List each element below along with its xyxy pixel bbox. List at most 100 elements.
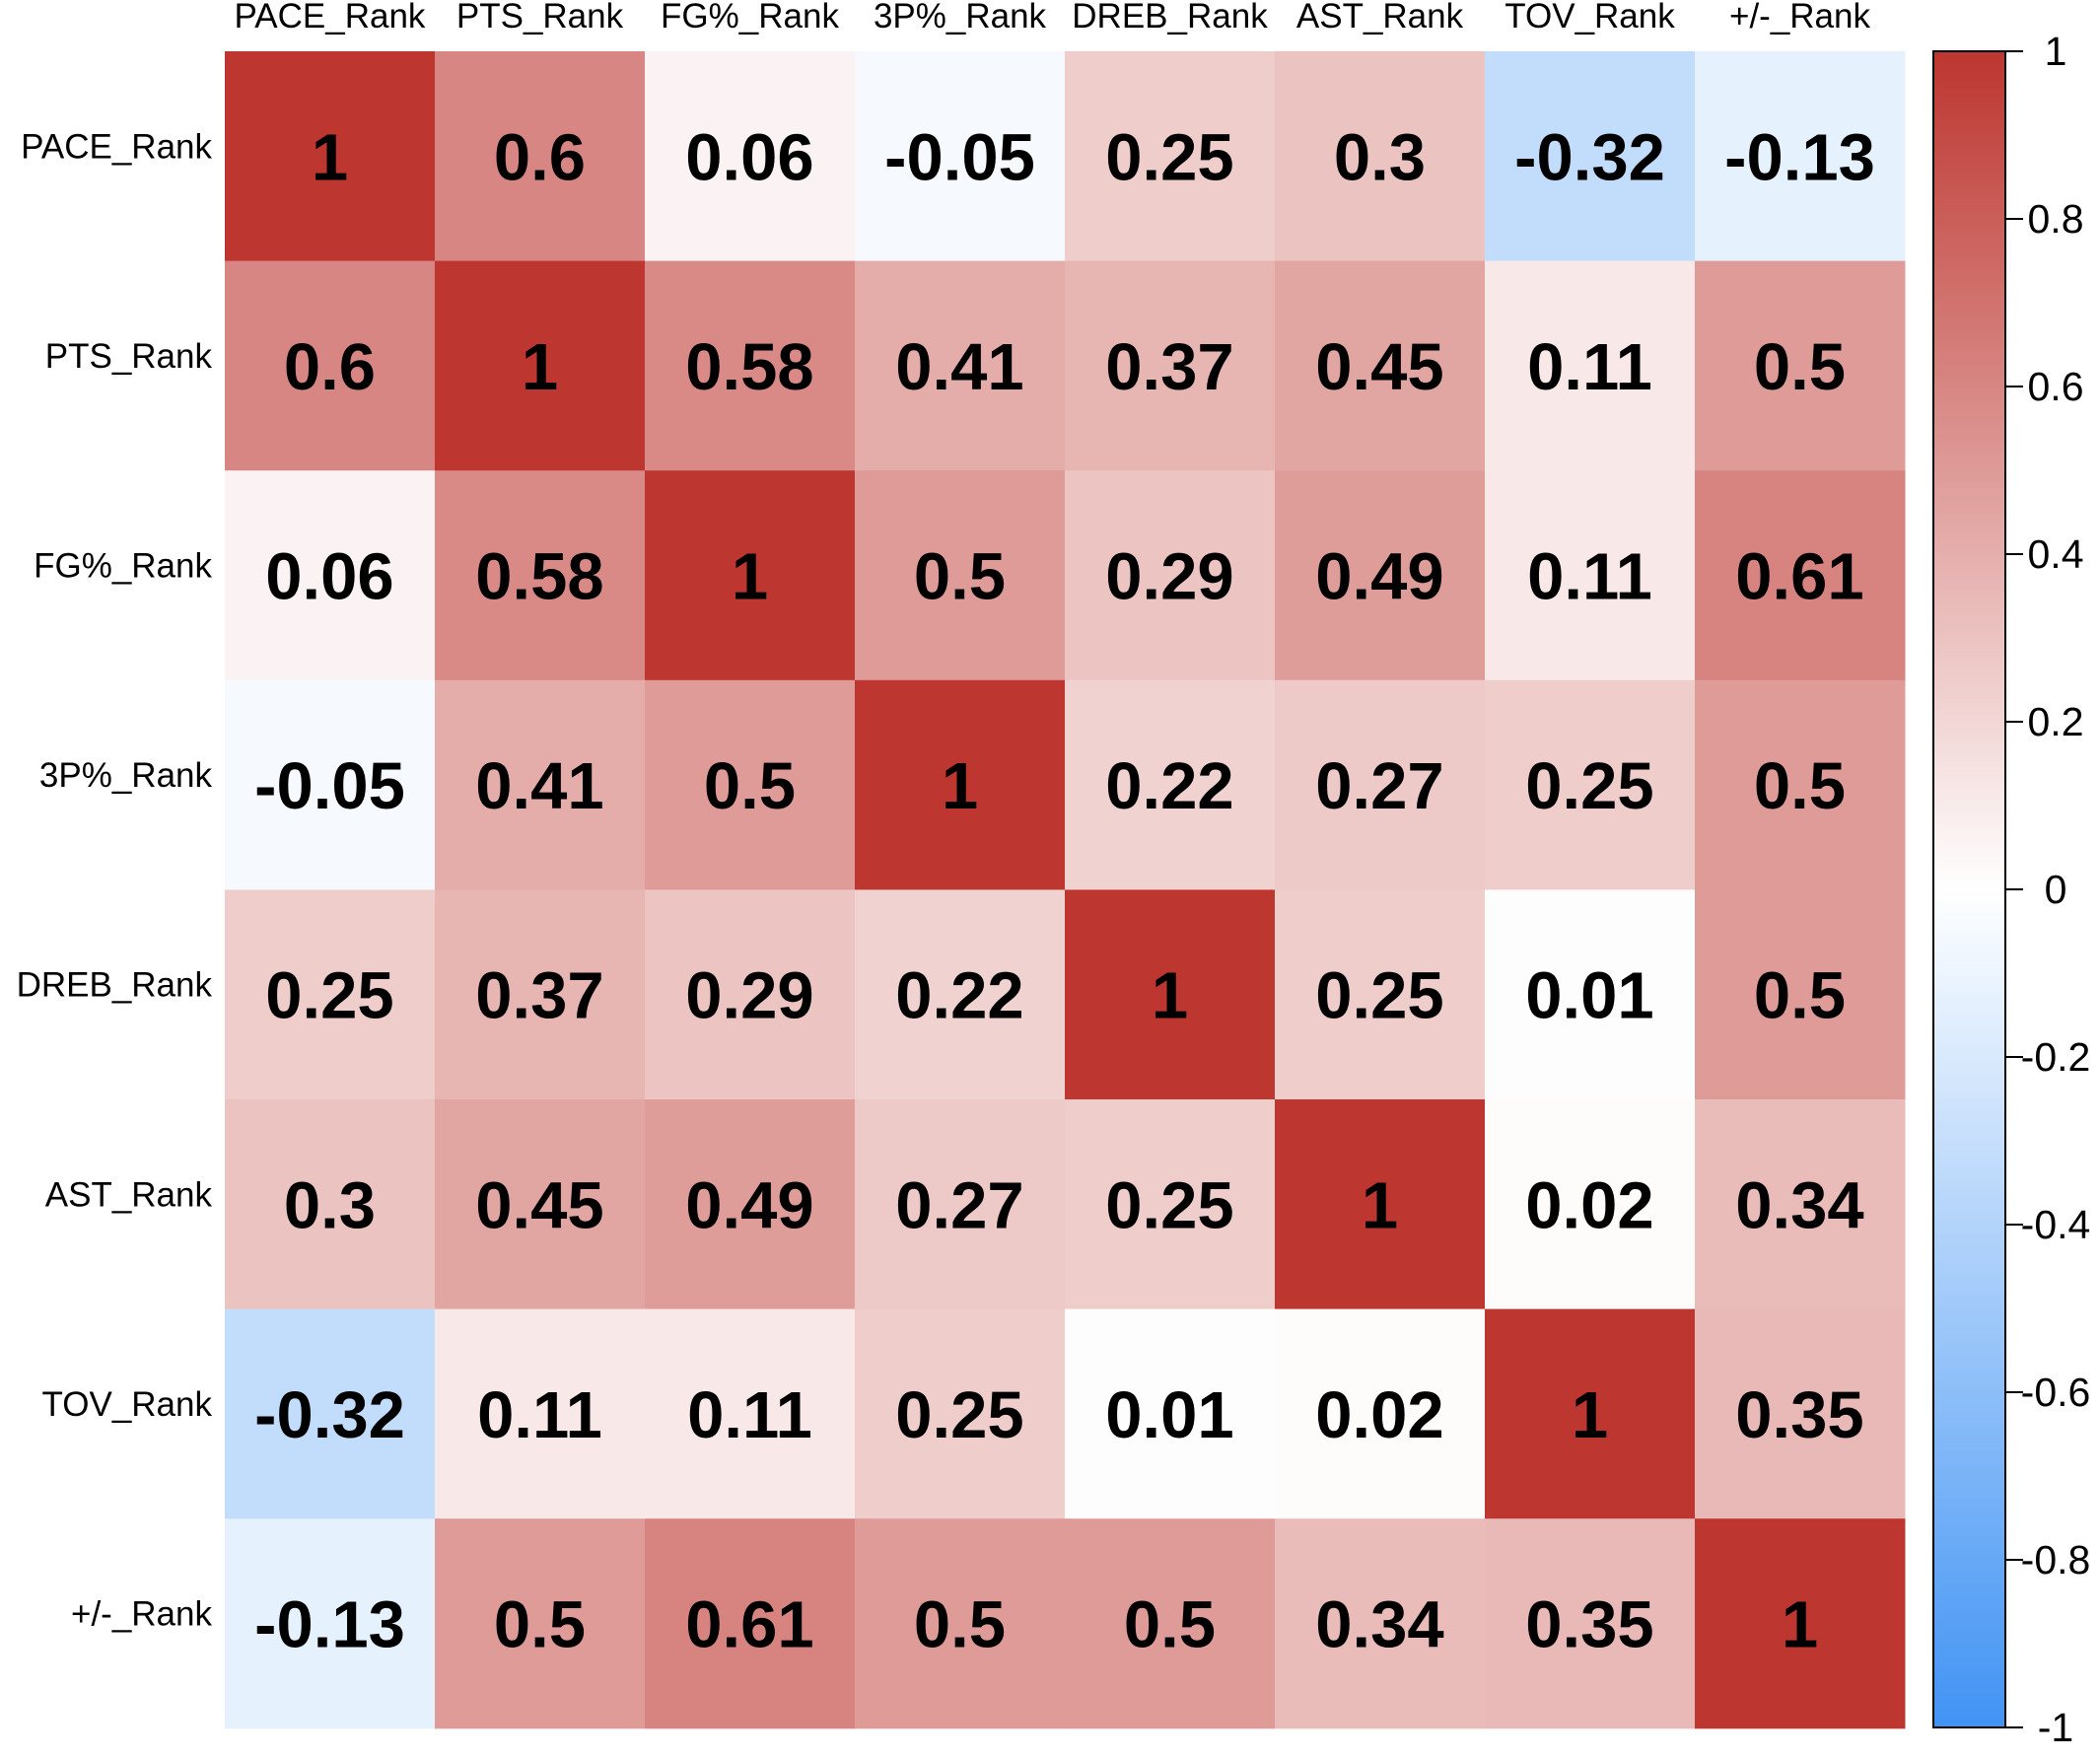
heatmap-cell	[1065, 889, 1276, 1100]
column-labels: PACE_Rank PTS_Rank FG%_Rank 3P%_Rank DREB_Ra…	[235, 0, 1871, 35]
row-labels: PACE_Rank PTS_Rank FG%_Rank 3P%_Rank DREB_Ra…	[17, 127, 213, 1633]
row-label: AST_Rank	[45, 1175, 213, 1214]
heatmap-cell	[645, 470, 856, 681]
cell-value-label: 0.58	[685, 330, 813, 404]
cell-value-label: 0.45	[475, 1168, 603, 1242]
cell-value-label: 0.5	[494, 1588, 586, 1662]
cell-value-label: 0.49	[685, 1168, 813, 1242]
colorbar-ticks: 1 0.8 0.6 0.4 0.2 0 -0.2 -0.4 -0.6 -0.8 -1	[2005, 29, 2090, 1750]
heatmap-cell	[1275, 51, 1486, 262]
row-label: +/-_Rank	[71, 1595, 212, 1634]
colorbar-tick-label: -0.8	[2021, 1537, 2091, 1583]
heatmap-cell	[1695, 470, 1906, 681]
heatmap-cell	[1485, 470, 1696, 681]
heatmap-cell	[855, 51, 1066, 262]
column-label: DREB_Rank	[1072, 0, 1268, 35]
heatmap-cell	[1065, 260, 1276, 471]
row-label: TOV_Rank	[42, 1385, 213, 1424]
heatmap-cell	[855, 1099, 1066, 1310]
colorbar-tick-label: -0.2	[2021, 1034, 2091, 1080]
cell-value-label: 1	[312, 120, 348, 194]
cell-value-label: 0.11	[477, 1378, 602, 1452]
heatmap-cell	[855, 1308, 1066, 1519]
heatmap-cell	[855, 470, 1066, 681]
heatmap-cell	[435, 1518, 646, 1729]
column-label: TOV_Rank	[1505, 0, 1675, 35]
heatmap-cell	[855, 260, 1066, 471]
heatmap-cell	[1485, 1308, 1696, 1519]
cell-value-label: 0.3	[1334, 120, 1426, 194]
cell-value-label: 1	[1572, 1378, 1608, 1452]
colorbar-tick-label: 0	[2045, 867, 2067, 912]
cell-value-label: 0.06	[265, 540, 393, 614]
cell-value-label: 0.35	[1525, 1588, 1653, 1662]
colorbar-tick-label: -0.4	[2021, 1202, 2091, 1247]
cell-value-label: 0.25	[895, 1378, 1023, 1452]
cell-value-label: 1	[1362, 1168, 1398, 1242]
cell-value-label: 1	[732, 540, 768, 614]
heatmap-cell-labels: 1 0.6 0.06 -0.05 0.25 0.3 -0.32 -0.130.6 1 0.58 0.…	[254, 120, 1875, 1661]
cell-value-label: -0.32	[254, 1378, 405, 1452]
cell-value-label: 0.22	[895, 959, 1023, 1033]
heatmap-cell	[855, 1518, 1066, 1729]
heatmap-cell	[1065, 1308, 1276, 1519]
cell-value-label: 0.34	[1735, 1168, 1863, 1242]
heatmap-cell	[1275, 470, 1486, 681]
colorbar: 1 0.8 0.6 0.4 0.2 0 -0.2 -0.4 -0.6 -0.8 -1	[1932, 29, 2090, 1750]
heatmap-cell	[225, 51, 436, 262]
cell-value-label: 0.41	[475, 749, 603, 823]
column-label: FG%_Rank	[661, 0, 839, 35]
heatmap-cell	[645, 1308, 856, 1519]
heatmap-cell	[1275, 1518, 1486, 1729]
heatmap-cell	[1485, 1099, 1696, 1310]
heatmap-cells	[225, 51, 1906, 1729]
heatmap-cell	[1695, 679, 1906, 890]
colorbar-tick-label: 0.2	[2028, 699, 2084, 744]
colorbar-tick-label: 0.8	[2028, 196, 2084, 242]
heatmap-cell	[645, 260, 856, 471]
heatmap-cell	[1695, 260, 1906, 471]
cell-value-label: 0.25	[1315, 959, 1443, 1033]
column-label: +/-_Rank	[1729, 0, 1870, 35]
heatmap-cell	[1065, 679, 1276, 890]
heatmap-cell	[645, 889, 856, 1100]
cell-value-label: 0.11	[1527, 330, 1652, 404]
heatmap-cell	[1695, 1099, 1906, 1310]
heatmap-cell	[435, 1099, 646, 1310]
colorbar-tick-label: 1	[2045, 29, 2067, 74]
column-label: PACE_Rank	[235, 0, 426, 35]
cell-value-label: 0.25	[1105, 120, 1233, 194]
cell-value-label: 1	[942, 749, 978, 823]
cell-value-label: -0.32	[1514, 120, 1665, 194]
cell-value-label: 1	[522, 330, 558, 404]
cell-value-label: 1	[1152, 959, 1188, 1033]
heatmap-cell	[435, 51, 646, 262]
cell-value-label: 0.41	[895, 330, 1023, 404]
cell-value-label: 0.5	[1124, 1588, 1216, 1662]
cell-value-label: -0.05	[884, 120, 1035, 194]
cell-value-label: 0.25	[265, 959, 393, 1033]
cell-value-label: 0.6	[284, 330, 376, 404]
row-label: DREB_Rank	[17, 966, 213, 1005]
heatmap-cell	[1065, 470, 1276, 681]
cell-value-label: 0.29	[685, 959, 813, 1033]
heatmap-cell	[1275, 1308, 1486, 1519]
cell-value-label: 0.02	[1525, 1168, 1653, 1242]
cell-value-label: 0.37	[475, 959, 603, 1033]
cell-value-label: 0.37	[1105, 330, 1233, 404]
colorbar-tick-label: -0.6	[2021, 1370, 2091, 1415]
colorbar-tick-label: 0.4	[2028, 531, 2084, 577]
heatmap-cell	[225, 889, 436, 1100]
heatmap-cell	[435, 470, 646, 681]
row-label: PACE_Rank	[21, 127, 212, 166]
heatmap-cell	[1695, 1308, 1906, 1519]
cell-value-label: -0.13	[254, 1588, 405, 1662]
heatmap-cell	[1695, 1518, 1906, 1729]
cell-value-label: 0.01	[1525, 959, 1653, 1033]
cell-value-label: 0.29	[1105, 540, 1233, 614]
cell-value-label: 0.34	[1315, 1588, 1443, 1662]
heatmap-cell	[1485, 260, 1696, 471]
cell-value-label: 0.3	[284, 1168, 376, 1242]
heatmap-cell	[645, 1099, 856, 1310]
